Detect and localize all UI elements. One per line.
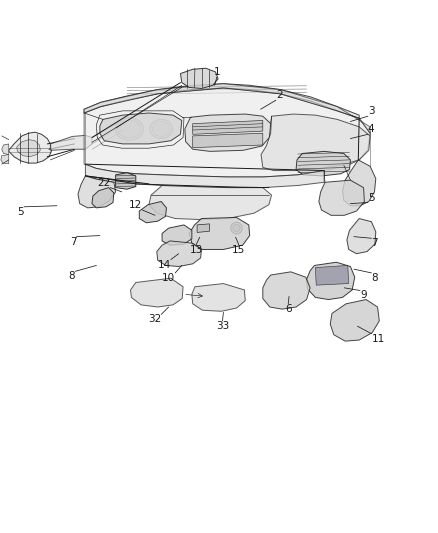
Ellipse shape bbox=[231, 222, 242, 234]
Polygon shape bbox=[180, 68, 218, 88]
Ellipse shape bbox=[150, 119, 173, 139]
Polygon shape bbox=[100, 113, 182, 144]
Ellipse shape bbox=[198, 225, 204, 231]
Text: 32: 32 bbox=[148, 314, 161, 325]
Polygon shape bbox=[343, 160, 376, 206]
Polygon shape bbox=[1, 155, 9, 164]
Polygon shape bbox=[192, 284, 245, 311]
Ellipse shape bbox=[230, 136, 238, 143]
Polygon shape bbox=[261, 114, 370, 171]
Text: 13: 13 bbox=[190, 245, 203, 255]
Text: 8: 8 bbox=[371, 273, 378, 283]
Text: 7: 7 bbox=[70, 237, 77, 247]
Polygon shape bbox=[189, 217, 250, 249]
Text: 1: 1 bbox=[213, 67, 220, 77]
Text: 3: 3 bbox=[368, 106, 374, 116]
Text: 4: 4 bbox=[368, 124, 374, 134]
Text: 33: 33 bbox=[216, 321, 229, 331]
Text: 6: 6 bbox=[285, 304, 292, 314]
Polygon shape bbox=[85, 164, 324, 188]
Polygon shape bbox=[162, 225, 192, 245]
Polygon shape bbox=[296, 151, 350, 176]
Ellipse shape bbox=[203, 225, 209, 231]
Polygon shape bbox=[116, 173, 136, 189]
Polygon shape bbox=[78, 176, 116, 208]
Polygon shape bbox=[9, 132, 52, 163]
Ellipse shape bbox=[248, 136, 256, 143]
Polygon shape bbox=[347, 219, 376, 254]
Text: 5: 5 bbox=[18, 207, 24, 217]
Polygon shape bbox=[157, 241, 201, 266]
Polygon shape bbox=[193, 133, 263, 148]
Text: 12: 12 bbox=[129, 200, 142, 210]
Polygon shape bbox=[17, 140, 40, 157]
Text: 5: 5 bbox=[368, 192, 374, 203]
Polygon shape bbox=[131, 278, 183, 307]
Polygon shape bbox=[84, 84, 359, 118]
Ellipse shape bbox=[118, 120, 141, 138]
Polygon shape bbox=[307, 262, 355, 300]
Polygon shape bbox=[50, 135, 92, 150]
Ellipse shape bbox=[152, 122, 170, 136]
Text: 9: 9 bbox=[360, 290, 367, 301]
Polygon shape bbox=[319, 180, 364, 215]
Polygon shape bbox=[139, 201, 166, 223]
Polygon shape bbox=[315, 265, 349, 285]
Polygon shape bbox=[84, 88, 370, 177]
Text: 7: 7 bbox=[371, 238, 378, 248]
Polygon shape bbox=[149, 185, 272, 220]
Text: 11: 11 bbox=[371, 334, 385, 344]
Polygon shape bbox=[330, 300, 379, 341]
Polygon shape bbox=[263, 272, 310, 309]
Ellipse shape bbox=[195, 136, 203, 143]
Ellipse shape bbox=[233, 225, 240, 231]
Text: 2: 2 bbox=[276, 90, 283, 100]
Polygon shape bbox=[185, 114, 271, 151]
Polygon shape bbox=[197, 224, 209, 232]
Polygon shape bbox=[193, 120, 263, 134]
Text: 22: 22 bbox=[97, 177, 110, 188]
Ellipse shape bbox=[115, 118, 143, 140]
Polygon shape bbox=[92, 188, 114, 208]
Polygon shape bbox=[2, 144, 9, 155]
Text: 14: 14 bbox=[158, 260, 171, 270]
Ellipse shape bbox=[213, 136, 221, 143]
Polygon shape bbox=[84, 84, 370, 133]
Text: 8: 8 bbox=[69, 271, 75, 281]
Text: 15: 15 bbox=[232, 245, 245, 255]
Text: 10: 10 bbox=[162, 273, 175, 283]
